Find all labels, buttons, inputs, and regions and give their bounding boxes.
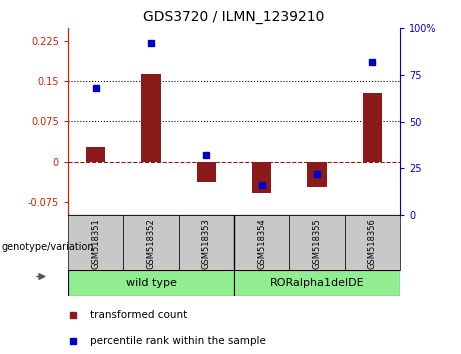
Text: GSM518351: GSM518351 <box>91 218 100 269</box>
Text: GSM518355: GSM518355 <box>313 218 321 269</box>
Text: GSM518353: GSM518353 <box>202 218 211 269</box>
Bar <box>363 93 382 161</box>
Text: GSM518356: GSM518356 <box>368 218 377 269</box>
Bar <box>197 161 216 182</box>
Title: GDS3720 / ILMN_1239210: GDS3720 / ILMN_1239210 <box>143 10 325 24</box>
Bar <box>124 215 179 270</box>
Bar <box>307 161 327 187</box>
Bar <box>142 74 161 161</box>
Bar <box>68 215 124 270</box>
Text: GSM518354: GSM518354 <box>257 218 266 269</box>
Bar <box>179 215 234 270</box>
Bar <box>234 270 400 296</box>
Bar <box>290 215 345 270</box>
Bar <box>345 215 400 270</box>
Text: wild type: wild type <box>125 278 177 288</box>
Text: GSM518352: GSM518352 <box>147 218 155 269</box>
Bar <box>234 215 290 270</box>
Text: genotype/variation: genotype/variation <box>1 242 94 252</box>
Bar <box>68 270 234 296</box>
Bar <box>86 147 106 161</box>
Text: RORalpha1delDE: RORalpha1delDE <box>270 278 364 288</box>
Bar <box>252 161 272 193</box>
Text: transformed count: transformed count <box>90 310 188 320</box>
Text: percentile rank within the sample: percentile rank within the sample <box>90 336 266 346</box>
